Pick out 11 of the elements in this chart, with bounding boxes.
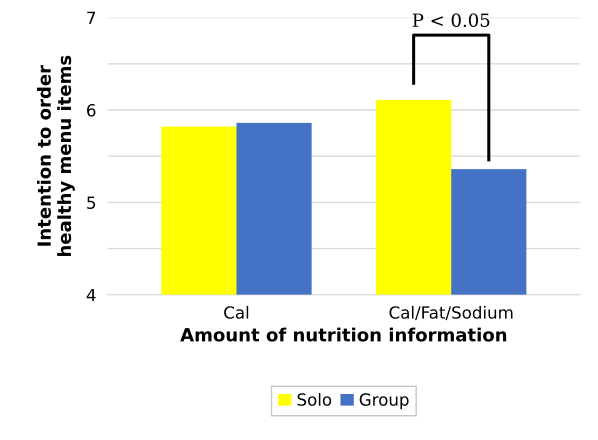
y-tick-label: 5 [87, 196, 96, 209]
legend-label: Solo [298, 392, 332, 406]
y-tick-label: 7 [87, 12, 96, 24]
x-tick-label: Cal/Fat/Sodium [390, 306, 512, 320]
y-axis-title: Intention to order healthy menu items [36, 56, 75, 256]
annotation: P < 0.05 [412, 13, 490, 28]
x-axis-title: Amount of nutrition information [180, 328, 506, 342]
legend-label: Group [360, 393, 409, 410]
y-tick-label: 6 [87, 104, 96, 117]
x-tick-label: Cal [224, 306, 248, 319]
y-tick-label: 4 [86, 288, 96, 302]
